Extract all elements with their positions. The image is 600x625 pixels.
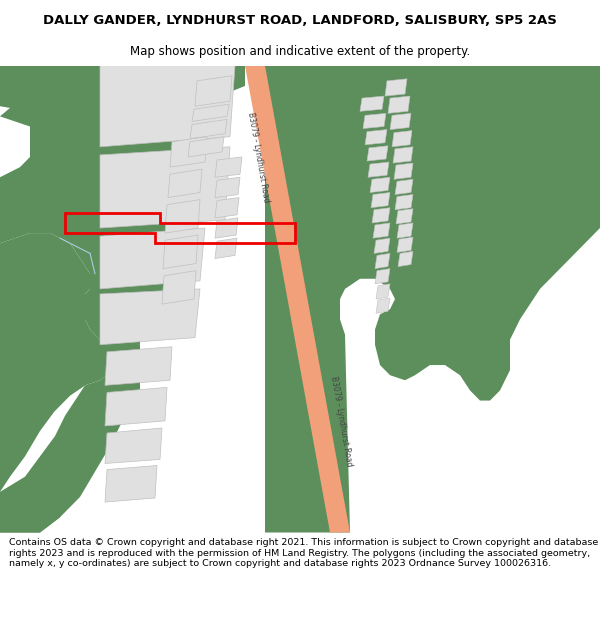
Polygon shape xyxy=(397,223,413,238)
Polygon shape xyxy=(105,428,162,464)
Polygon shape xyxy=(393,147,413,163)
Polygon shape xyxy=(105,466,157,502)
Polygon shape xyxy=(394,163,413,179)
Polygon shape xyxy=(215,177,240,198)
Polygon shape xyxy=(265,66,600,532)
Polygon shape xyxy=(245,66,350,532)
Polygon shape xyxy=(215,157,242,177)
Polygon shape xyxy=(100,289,200,345)
Polygon shape xyxy=(390,113,411,129)
Polygon shape xyxy=(192,104,229,121)
Polygon shape xyxy=(376,298,390,313)
Polygon shape xyxy=(0,66,245,345)
Polygon shape xyxy=(0,66,100,116)
Polygon shape xyxy=(105,388,167,426)
Polygon shape xyxy=(165,199,200,233)
Polygon shape xyxy=(0,365,140,532)
Polygon shape xyxy=(0,497,60,532)
Polygon shape xyxy=(392,131,412,147)
Polygon shape xyxy=(376,284,390,299)
Polygon shape xyxy=(168,169,202,198)
Polygon shape xyxy=(100,147,230,228)
Polygon shape xyxy=(363,113,386,129)
Polygon shape xyxy=(215,238,237,259)
Polygon shape xyxy=(396,209,413,224)
Polygon shape xyxy=(215,198,239,218)
Polygon shape xyxy=(375,253,390,269)
Polygon shape xyxy=(163,235,198,269)
Polygon shape xyxy=(105,347,172,386)
Polygon shape xyxy=(368,162,389,177)
Text: B3079 - Lyndhurst Road: B3079 - Lyndhurst Road xyxy=(245,111,271,203)
Polygon shape xyxy=(365,129,387,145)
Polygon shape xyxy=(395,179,413,194)
Polygon shape xyxy=(374,238,390,253)
Text: Contains OS data © Crown copyright and database right 2021. This information is : Contains OS data © Crown copyright and d… xyxy=(9,538,598,568)
Polygon shape xyxy=(162,271,196,304)
Polygon shape xyxy=(360,96,384,111)
Polygon shape xyxy=(100,66,235,147)
Polygon shape xyxy=(100,228,205,289)
Polygon shape xyxy=(373,223,390,238)
Polygon shape xyxy=(190,119,227,139)
Polygon shape xyxy=(188,137,224,157)
Polygon shape xyxy=(398,251,413,267)
Polygon shape xyxy=(500,66,600,203)
Polygon shape xyxy=(372,208,390,223)
Polygon shape xyxy=(195,76,232,106)
Polygon shape xyxy=(375,269,390,284)
Polygon shape xyxy=(371,192,390,208)
Text: Map shows position and indicative extent of the property.: Map shows position and indicative extent… xyxy=(130,46,470,58)
Polygon shape xyxy=(385,79,407,96)
Text: DALLY GANDER, LYNDHURST ROAD, LANDFORD, SALISBURY, SP5 2AS: DALLY GANDER, LYNDHURST ROAD, LANDFORD, … xyxy=(43,14,557,27)
Polygon shape xyxy=(370,177,390,192)
Polygon shape xyxy=(0,233,140,492)
Polygon shape xyxy=(397,237,413,252)
Polygon shape xyxy=(388,96,410,113)
Text: B3079 - Lyndhurst Road: B3079 - Lyndhurst Road xyxy=(329,375,353,467)
Polygon shape xyxy=(0,319,85,391)
Polygon shape xyxy=(215,218,238,238)
Polygon shape xyxy=(367,146,388,161)
Polygon shape xyxy=(395,194,413,210)
Polygon shape xyxy=(170,137,207,167)
Polygon shape xyxy=(0,386,85,431)
